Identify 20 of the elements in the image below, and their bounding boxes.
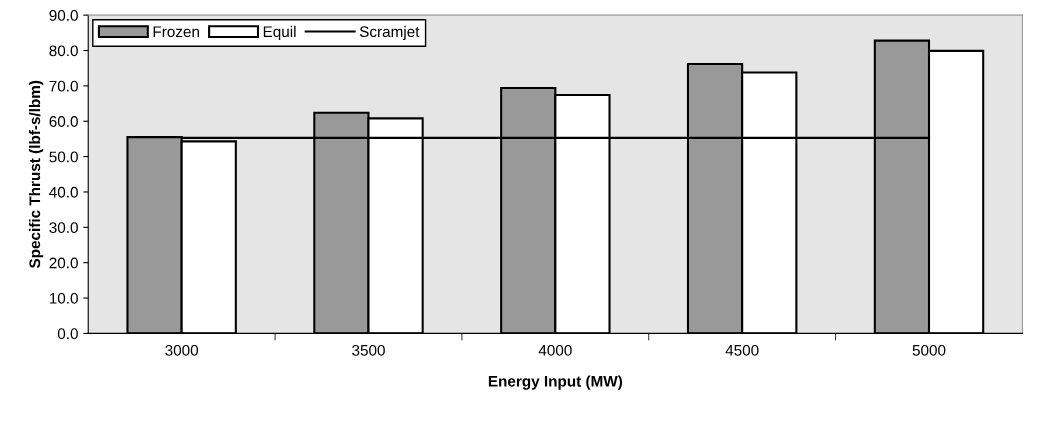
x-tick-label: 4000 [538,344,572,356]
x-tick-label: 4500 [725,344,759,356]
x-tick-label: 3500 [352,344,385,356]
y-tick-label: 0.0 [57,328,78,340]
y-tick-label: 30.0 [49,222,78,234]
y-tick-label: 90.0 [49,10,78,21]
y-tick-label: 10.0 [49,292,78,304]
legend-label: Equil [263,25,296,41]
y-tick-label: 80.0 [49,45,78,57]
legend-label: Scramjet [359,25,420,41]
y-tick-label: 60.0 [49,116,78,127]
x-tick-label: 3000 [165,344,199,356]
y-tick-label: 70.0 [49,80,78,92]
x-tick-label: 5000 [912,344,946,356]
x-axis-title: Energy Input (MW) [488,375,623,390]
y-tick-label: 20.0 [49,257,78,269]
y-tick-label: 50.0 [49,151,78,163]
legend-label: Frozen [153,26,199,38]
y-tick-label: 40.0 [49,186,78,198]
y-axis-title: Specific Thrust (lbf-s/lbm) [28,80,44,269]
